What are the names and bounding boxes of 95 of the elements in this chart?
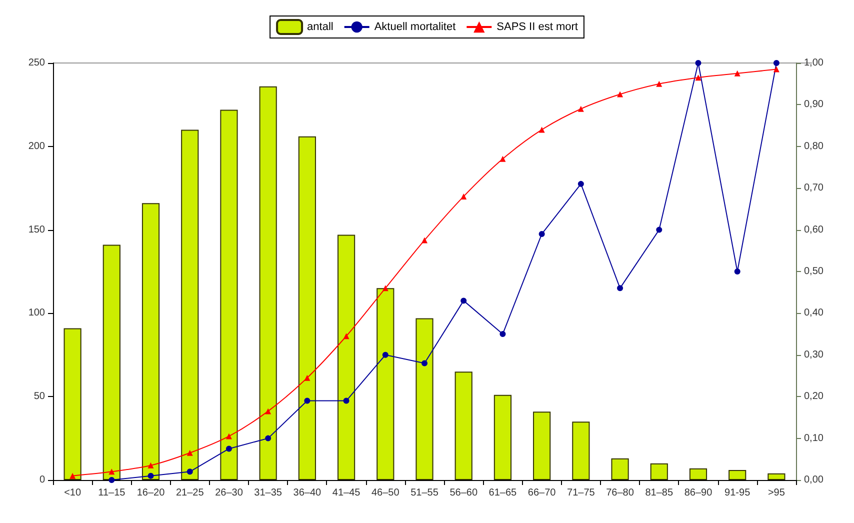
bar <box>494 394 512 480</box>
x-tick-label: 76–80 <box>606 488 634 498</box>
point <box>460 193 467 200</box>
point <box>695 60 702 66</box>
x-tick-label: 46–50 <box>371 488 400 498</box>
point <box>382 352 388 358</box>
point <box>343 333 350 340</box>
x-tick-label: 51–55 <box>410 488 439 498</box>
y2-tick-label: 0,90 <box>804 99 824 110</box>
x-tick-label: 86–90 <box>684 488 713 498</box>
x-tick-label: >95 <box>768 488 786 498</box>
point <box>304 398 310 404</box>
x-tick-label: 41–45 <box>332 488 361 498</box>
x-tick-label: <10 <box>64 488 82 498</box>
bar <box>768 473 786 480</box>
point <box>500 331 506 338</box>
x-tick-label: 21–25 <box>176 488 204 498</box>
x-tick-label: 66–70 <box>528 488 556 498</box>
legend-label: Aktuell mortalitet <box>374 21 456 33</box>
point <box>186 468 193 475</box>
y2-tick-label: 0,10 <box>804 432 824 444</box>
y2-tick-label: 0,80 <box>804 140 824 152</box>
bar <box>728 470 746 480</box>
y2-tick-label: 0,20 <box>804 391 824 402</box>
bar <box>64 328 82 480</box>
x-tick-label: 36–40 <box>293 488 322 498</box>
point <box>460 298 467 304</box>
point <box>265 435 272 442</box>
y2-tick-label: 0,30 <box>804 349 824 360</box>
bar <box>533 412 551 480</box>
point <box>773 66 780 72</box>
legend-label: SAPS II est mort <box>496 21 578 33</box>
bar <box>259 86 277 480</box>
bar <box>416 318 434 480</box>
y2-tick-label: 0,60 <box>804 224 824 236</box>
point <box>734 70 740 76</box>
bar <box>376 288 394 480</box>
y2-tick-label: 0,70 <box>804 182 824 194</box>
point <box>422 237 428 244</box>
point <box>617 91 624 98</box>
point <box>422 360 428 366</box>
x-tick-label: 71–75 <box>567 488 596 498</box>
point <box>656 80 662 87</box>
point <box>265 408 272 414</box>
y-tick-label: 150 <box>28 224 46 236</box>
x-tick-label: 31–35 <box>254 488 282 498</box>
y2-tick-label: 1,00 <box>804 58 824 68</box>
point <box>538 230 545 237</box>
x-tick-label: 91-95 <box>724 488 751 498</box>
point <box>70 472 76 479</box>
point <box>148 472 154 479</box>
x-tick-label: 81–85 <box>645 488 674 498</box>
point <box>695 74 702 81</box>
y-tick-label: 0 <box>39 474 46 486</box>
x-tick-label: 56–60 <box>450 488 478 498</box>
y-tick-label: 100 <box>28 308 46 319</box>
bar <box>689 468 708 480</box>
bar <box>102 244 120 480</box>
y-tick-label: 250 <box>28 58 46 68</box>
point <box>148 462 154 468</box>
bar <box>220 110 238 480</box>
point <box>656 226 662 233</box>
bar <box>611 458 629 480</box>
x-tick-label: 26–30 <box>215 488 244 498</box>
y-tick-label: 200 <box>28 140 46 152</box>
point <box>500 156 506 162</box>
legend-label: antall <box>307 21 334 33</box>
point <box>226 446 232 452</box>
point <box>578 180 584 187</box>
x-tick-label: 11–15 <box>98 488 126 498</box>
bar <box>142 203 160 480</box>
bar <box>650 463 668 480</box>
point <box>382 285 388 292</box>
x-tick-label: 61–65 <box>488 488 518 498</box>
point <box>226 433 232 440</box>
point <box>734 268 740 274</box>
bar <box>454 372 472 480</box>
point <box>108 477 115 483</box>
bar <box>298 136 316 480</box>
point <box>108 468 115 475</box>
bar <box>181 130 199 480</box>
y-tick-label: 50 <box>34 391 46 402</box>
y2-tick-label: 0,40 <box>804 308 824 319</box>
point <box>304 374 310 381</box>
point <box>617 285 624 292</box>
bar <box>572 422 590 480</box>
point <box>343 398 350 404</box>
x-tick-label: 16–20 <box>136 488 166 498</box>
y2-tick-label: 0,50 <box>804 266 824 277</box>
point <box>578 106 584 112</box>
bar <box>337 234 356 480</box>
point <box>186 450 193 456</box>
point <box>538 126 545 133</box>
y2-tick-label: 0,00 <box>804 474 824 486</box>
point <box>773 60 780 66</box>
